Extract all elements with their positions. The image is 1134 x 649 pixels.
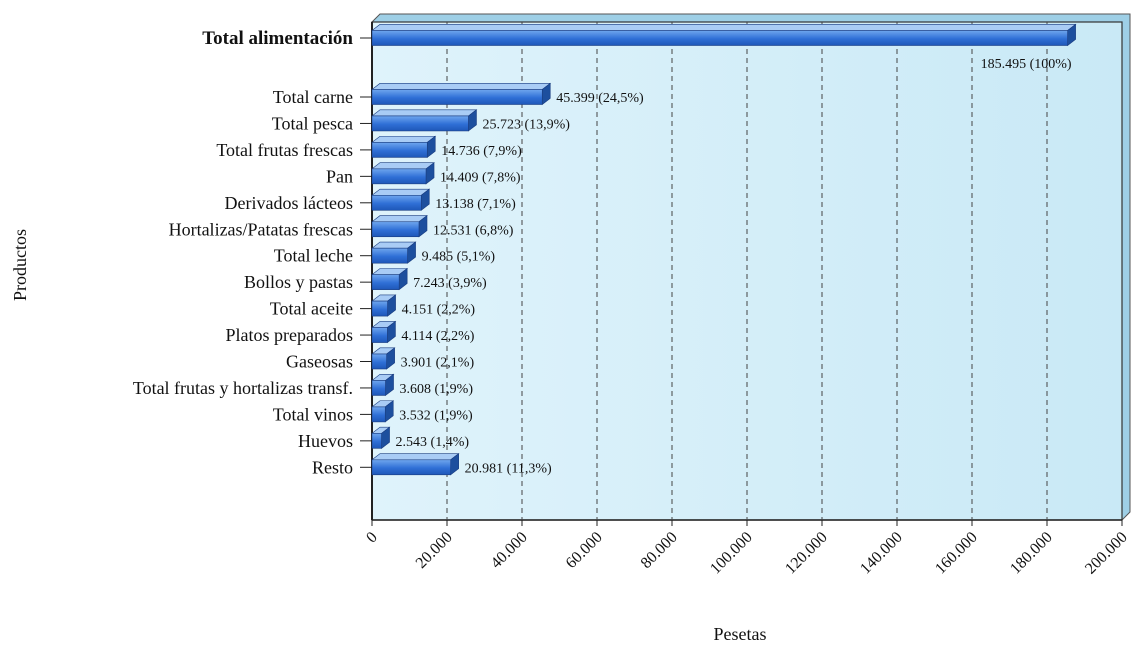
- category-label: Pan: [326, 166, 353, 186]
- category-label: Total frutas frescas: [216, 140, 353, 160]
- bar-front-face: [371, 380, 386, 396]
- x-tick-label: 80.000: [638, 529, 681, 572]
- category-label: Bollos y pastas: [244, 272, 353, 292]
- bar-front-face: [371, 30, 1068, 46]
- bar: [371, 294, 397, 317]
- category-label: Platos preparados: [226, 325, 353, 345]
- bar: [371, 162, 435, 185]
- data-label: 185.495 (100%): [981, 57, 1072, 72]
- bar: [371, 400, 395, 423]
- category-label: Total pesca: [272, 113, 353, 133]
- data-label: 20.981 (11,3%): [465, 461, 552, 476]
- bar-top-face: [371, 24, 1077, 31]
- bar-top-face: [371, 453, 460, 461]
- category-label: Total vinos: [273, 404, 353, 424]
- bar: [371, 109, 478, 132]
- bar: [371, 188, 431, 211]
- category-label: Derivados lácteos: [225, 193, 353, 213]
- data-label: 25.723 (13,9%): [482, 117, 570, 132]
- x-tick-label: 20.000: [413, 529, 456, 572]
- bar: [371, 82, 552, 106]
- bar: [371, 135, 437, 159]
- x-tick-label: 0: [363, 529, 381, 547]
- bar-top-face: [371, 162, 435, 170]
- data-label: 3.532 (1,9%): [399, 408, 473, 423]
- data-label: 7.243 (3,9%): [413, 276, 487, 291]
- category-label: Hortalizas/Patatas frescas: [169, 219, 353, 239]
- data-label: 12.531 (6,8%): [433, 223, 514, 238]
- x-axis-label: Pesetas: [714, 624, 767, 644]
- data-label: 2.543 (1,4%): [396, 435, 470, 450]
- bar-top-face: [371, 135, 437, 143]
- bar-front-face: [371, 433, 382, 449]
- data-label: 4.151 (2,2%): [402, 303, 476, 318]
- x-tick-label: 100.000: [707, 529, 756, 578]
- category-labels: Total alimentación Total carne Total pesca…: [133, 28, 372, 477]
- x-tick-label: 40.000: [488, 529, 531, 572]
- bar: [371, 426, 391, 449]
- bar-front-face: [371, 89, 543, 105]
- x-tick-label: 120.000: [782, 529, 831, 578]
- bar: [371, 267, 409, 291]
- bar-top-face: [371, 83, 552, 90]
- x-tick-label: 180.000: [1007, 529, 1056, 578]
- bar: [371, 347, 396, 370]
- x-tick-label: 60.000: [563, 529, 606, 572]
- bar-front-face: [371, 221, 420, 238]
- bar-front-face: [371, 247, 408, 264]
- category-label: Total aceite: [270, 299, 353, 319]
- bar-front-face: [371, 459, 451, 476]
- x-tick-label: 200.000: [1082, 529, 1131, 578]
- x-axis-ticks: 0 20.000 40.000 60.000 80.000 100.000 120.000 1…: [363, 520, 1131, 578]
- category-label: Total alimentación: [202, 28, 353, 49]
- bar-top-face: [371, 215, 428, 223]
- grid-lines: [446, 22, 1048, 520]
- bar: [371, 214, 428, 238]
- bars: [371, 23, 1077, 476]
- value-labels: 185.495 (100%) 45.399 (24,5%) 25.723 (13,9…: [396, 57, 1072, 476]
- data-label: 13.138 (7,1%): [435, 197, 516, 212]
- bar-front-face: [371, 142, 428, 158]
- category-label: Huevos: [298, 431, 353, 451]
- bar-front-face: [371, 274, 400, 290]
- bar: [371, 320, 397, 344]
- bar-front-face: [371, 300, 388, 317]
- data-label: 14.409 (7,8%): [440, 170, 521, 185]
- bar: [371, 23, 1077, 47]
- x-tick-label: 160.000: [932, 529, 981, 578]
- bar-front-face: [371, 115, 469, 132]
- bar-front-face: [371, 168, 427, 185]
- bar-front-face: [371, 353, 387, 370]
- data-label: 4.114 (2,2%): [401, 329, 474, 344]
- category-label: Total frutas y hortalizas transf.: [133, 378, 353, 398]
- x-tick-label: 140.000: [857, 529, 906, 578]
- data-label: 3.608 (1,9%): [400, 382, 474, 397]
- bar-front-face: [371, 327, 388, 343]
- data-label: 9.485 (5,1%): [422, 250, 496, 265]
- bar: [371, 241, 417, 264]
- bar-top-face: [371, 109, 478, 117]
- category-label: Resto: [312, 457, 353, 477]
- data-label: 14.736 (7,9%): [441, 144, 522, 159]
- category-label: Total leche: [274, 246, 353, 266]
- bar-front-face: [371, 195, 422, 211]
- bar: [371, 453, 460, 476]
- y-axis-label: Productos: [10, 229, 30, 301]
- bar-front-face: [371, 406, 386, 423]
- category-label: Total carne: [273, 87, 353, 107]
- data-label: 3.901 (2,1%): [401, 356, 475, 371]
- bar-top-face: [371, 188, 431, 196]
- category-label: Gaseosas: [286, 352, 353, 372]
- data-label: 45.399 (24,5%): [556, 91, 644, 106]
